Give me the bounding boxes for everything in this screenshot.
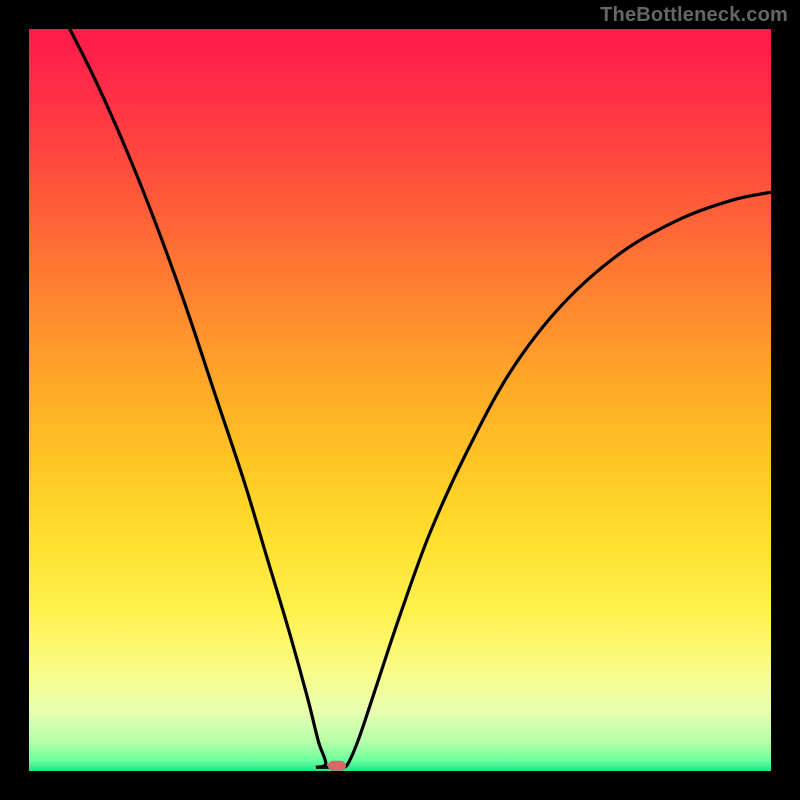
bottleneck-curve-plot xyxy=(0,0,800,800)
optimum-marker xyxy=(328,761,346,771)
plot-background-gradient xyxy=(29,29,771,771)
watermark-text: TheBottleneck.com xyxy=(600,4,788,27)
chart-frame: TheBottleneck.com xyxy=(0,0,800,800)
